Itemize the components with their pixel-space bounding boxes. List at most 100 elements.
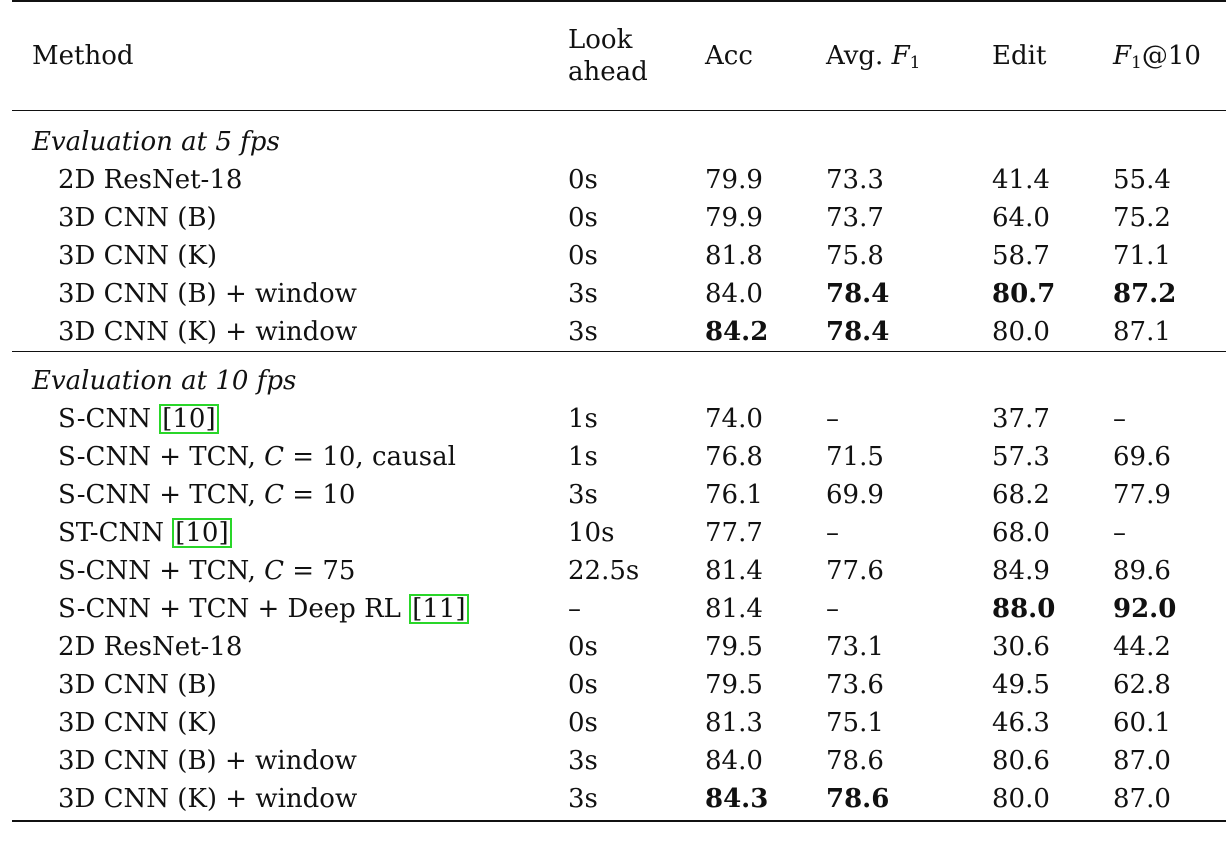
cell-look: 1s bbox=[568, 404, 598, 434]
method-text: 3D CNN (B) bbox=[58, 203, 217, 233]
header-avg-f1: Avg. F1 bbox=[806, 1, 972, 111]
table-row: 3D CNN (K) 0s 81.8 75.8 58.7 71.1 bbox=[12, 237, 1226, 275]
cell-method: 3D CNN (B) bbox=[12, 199, 548, 237]
header-edit: Edit bbox=[992, 41, 1047, 71]
cell-edit: 80.7 bbox=[992, 279, 1056, 309]
cell-avg: – bbox=[826, 404, 839, 434]
cell-edit: 46.3 bbox=[992, 708, 1050, 738]
table-row: S-CNN + TCN, C = 10 3s 76.1 69.9 68.2 77.9 bbox=[12, 476, 1226, 514]
method-text: S-CNN + TCN, bbox=[58, 442, 265, 472]
cell-look: 0s bbox=[568, 708, 598, 738]
cell-acc: 77.7 bbox=[705, 518, 763, 548]
cell-avg: – bbox=[826, 518, 839, 548]
results-table-container: Method Look ahead Acc Avg. F1 Edit F1@10… bbox=[12, 0, 1226, 822]
cell-acc: 81.3 bbox=[705, 708, 763, 738]
cell-edit: 68.2 bbox=[992, 480, 1050, 510]
cell-look: 22.5s bbox=[568, 556, 640, 586]
method-text: 2D ResNet-18 bbox=[58, 165, 243, 195]
table-row: S-CNN + TCN, C = 75 22.5s 81.4 77.6 84.9 89.6 bbox=[12, 552, 1226, 590]
cell-method: 3D CNN (K) bbox=[12, 237, 548, 275]
cell-avg: – bbox=[826, 594, 839, 624]
method-text: 3D CNN (K) bbox=[58, 241, 218, 271]
cell-f1: 55.4 bbox=[1113, 165, 1171, 195]
cell-f1: 89.6 bbox=[1113, 556, 1171, 586]
cell-look: 0s bbox=[568, 632, 598, 662]
results-table: Method Look ahead Acc Avg. F1 Edit F1@10… bbox=[12, 0, 1226, 822]
cell-f1: 71.1 bbox=[1113, 241, 1171, 271]
header-avg-f1-var: F bbox=[891, 41, 910, 71]
method-text: ST-CNN bbox=[58, 518, 173, 548]
cell-look: 1s bbox=[568, 442, 598, 472]
method-variable: C bbox=[264, 442, 285, 472]
header-f1-at-10: F1@10 bbox=[1093, 1, 1226, 111]
method-text-suffix: = 10, causal bbox=[284, 442, 456, 472]
cell-method: S-CNN + TCN + Deep RL [11] bbox=[12, 590, 548, 628]
cell-acc: 81.4 bbox=[705, 556, 763, 586]
cell-f1: 87.0 bbox=[1113, 746, 1171, 776]
header-look-ahead: Look ahead bbox=[548, 1, 685, 111]
cell-f1: – bbox=[1113, 518, 1126, 548]
cell-look: 0s bbox=[568, 203, 598, 233]
cell-avg: 77.6 bbox=[826, 556, 884, 586]
cell-acc: 76.1 bbox=[705, 480, 763, 510]
cell-edit: 58.7 bbox=[992, 241, 1050, 271]
table-row: 3D CNN (B) + window 3s 84.0 78.4 80.7 87.2 bbox=[12, 275, 1226, 313]
cell-edit: 80.0 bbox=[992, 317, 1050, 347]
header-avg-f1-sub: 1 bbox=[909, 53, 921, 73]
table-row: 3D CNN (B) 0s 79.9 73.7 64.0 75.2 bbox=[12, 199, 1226, 237]
cell-avg: 73.1 bbox=[826, 632, 884, 662]
table-row: S-CNN [10] 1s 74.0 – 37.7 – bbox=[12, 400, 1226, 438]
method-text: 3D CNN (B) bbox=[58, 670, 217, 700]
cell-method: S-CNN + TCN, C = 10 bbox=[12, 476, 548, 514]
table-row: 3D CNN (K) + window 3s 84.3 78.6 80.0 87.0 bbox=[12, 780, 1226, 821]
cell-avg: 73.7 bbox=[826, 203, 884, 233]
citation-link[interactable]: [11] bbox=[409, 594, 469, 624]
header-f1-var: F bbox=[1113, 41, 1132, 71]
cell-f1: 75.2 bbox=[1113, 203, 1171, 233]
cell-acc: 81.8 bbox=[705, 241, 763, 271]
cell-f1: 69.6 bbox=[1113, 442, 1171, 472]
method-text: S-CNN + TCN + Deep RL bbox=[58, 594, 410, 624]
cell-method: 2D ResNet-18 bbox=[12, 161, 548, 199]
cell-acc: 84.0 bbox=[705, 746, 763, 776]
table-row: 3D CNN (K) 0s 81.3 75.1 46.3 60.1 bbox=[12, 704, 1226, 742]
table-row: 2D ResNet-18 0s 79.9 73.3 41.4 55.4 bbox=[12, 161, 1226, 199]
cell-avg: 71.5 bbox=[826, 442, 884, 472]
cell-method: 3D CNN (B) bbox=[12, 666, 548, 704]
header-look-ahead-line1: Look bbox=[568, 25, 633, 55]
method-text: 3D CNN (K) bbox=[58, 708, 218, 738]
method-text: S-CNN bbox=[58, 404, 160, 434]
cell-look: 3s bbox=[568, 784, 598, 814]
table-row: ST-CNN [10] 10s 77.7 – 68.0 – bbox=[12, 514, 1226, 552]
method-text-suffix: = 75 bbox=[284, 556, 356, 586]
cell-method: 3D CNN (B) + window bbox=[12, 275, 548, 313]
cell-f1: 87.2 bbox=[1113, 279, 1177, 309]
cell-acc: 84.3 bbox=[705, 784, 769, 814]
citation-link[interactable]: [10] bbox=[172, 518, 232, 548]
header-row: Method Look ahead Acc Avg. F1 Edit F1@10 bbox=[12, 1, 1226, 111]
cell-edit: 30.6 bbox=[992, 632, 1050, 662]
method-text: 3D CNN (B) + window bbox=[58, 746, 357, 776]
table-row: 3D CNN (B) 0s 79.5 73.6 49.5 62.8 bbox=[12, 666, 1226, 704]
header-f1-sub: 1 bbox=[1131, 53, 1142, 73]
cell-acc: 79.5 bbox=[705, 670, 763, 700]
cell-acc: 84.0 bbox=[705, 279, 763, 309]
cell-edit: 57.3 bbox=[992, 442, 1050, 472]
cell-look: 3s bbox=[568, 746, 598, 776]
citation-link[interactable]: [10] bbox=[159, 404, 219, 434]
cell-method: S-CNN [10] bbox=[12, 400, 548, 438]
cell-method: 3D CNN (K) + window bbox=[12, 780, 548, 821]
cell-avg: 78.6 bbox=[826, 746, 884, 776]
cell-f1: 87.0 bbox=[1113, 784, 1171, 814]
method-text: 3D CNN (B) + window bbox=[58, 279, 357, 309]
cell-f1: 62.8 bbox=[1113, 670, 1171, 700]
cell-acc: 74.0 bbox=[705, 404, 763, 434]
cell-look: 10s bbox=[568, 518, 615, 548]
cell-f1: 92.0 bbox=[1113, 594, 1177, 624]
section-title: Evaluation at 10 fps bbox=[32, 366, 297, 396]
cell-method: S-CNN + TCN, C = 10, causal bbox=[12, 438, 548, 476]
cell-avg: 73.6 bbox=[826, 670, 884, 700]
cell-acc: 84.2 bbox=[705, 317, 769, 347]
method-variable: C bbox=[264, 480, 285, 510]
cell-method: 3D CNN (K) bbox=[12, 704, 548, 742]
